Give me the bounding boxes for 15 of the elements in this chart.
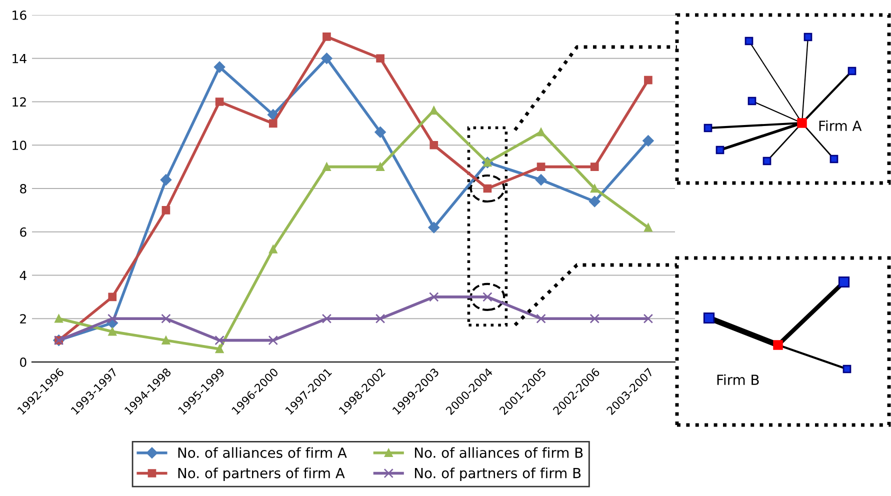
legend-label: No. of alliances of firm A (178, 447, 347, 458)
legend-label: No. of partners of firm A (178, 468, 345, 482)
legend-label: No. of alliances of firm B (414, 447, 583, 458)
y-tick-label: 6 (20, 227, 26, 237)
text: Firm B (717, 374, 759, 385)
y-tick-label: 10 (12, 140, 26, 150)
y-tick-label: 16 (12, 10, 26, 20)
y-tick-label: 2 (20, 314, 26, 324)
text: Firm A (819, 120, 862, 131)
legend-label: No. of partners of firm B (414, 468, 581, 482)
y-tick-label: 12 (12, 97, 26, 106)
y-tick-label: 0 (20, 357, 26, 367)
y-tick-label: 4 (20, 270, 26, 280)
y-tick-label: 14 (12, 54, 26, 64)
y-tick-label: 8 (20, 184, 26, 194)
